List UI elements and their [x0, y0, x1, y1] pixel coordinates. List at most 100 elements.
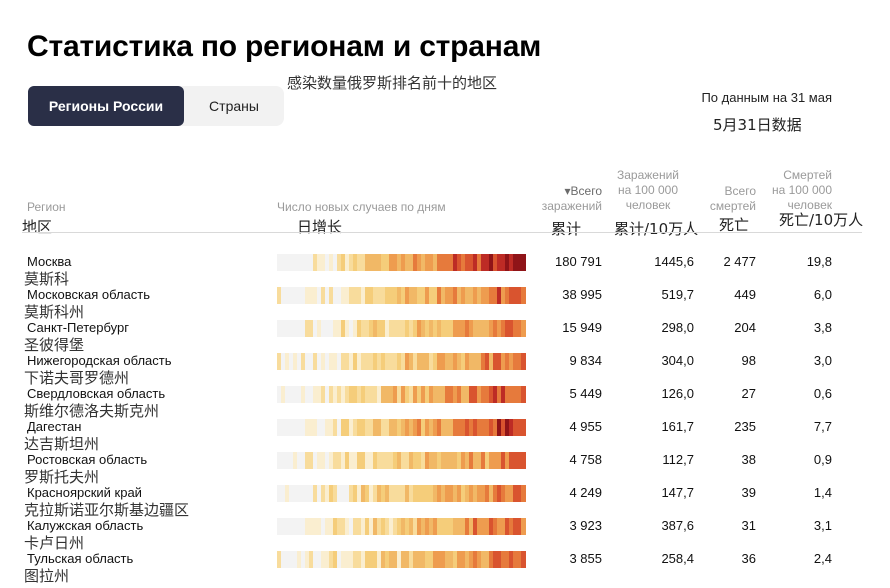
heatmap-cell [429, 551, 434, 568]
table-row[interactable]: Тульская область 图拉州 3 855 258,4 36 2,4 [0, 547, 890, 585]
heatmap-cell [453, 452, 458, 469]
table-row[interactable]: Свердловская область 斯维尔德洛夫斯克州 5 449 126,0 2… [0, 382, 890, 420]
column-header-deaths[interactable]: Всего смертей [710, 184, 756, 214]
heatmap-cell [457, 419, 462, 436]
heatmap-cell [489, 353, 494, 370]
heatmap-cell [417, 551, 422, 568]
total-deaths: 38 [741, 452, 756, 467]
column-header-deaths-per100k-line1: Смертей [783, 168, 832, 182]
column-header-deaths-per100k[interactable]: Смертей на 100 000 человек [772, 168, 832, 213]
heatmap-cell [281, 551, 286, 568]
heatmap-cell [465, 419, 470, 436]
heatmap-cell [325, 518, 330, 535]
heatmap-cell [461, 518, 466, 535]
region-name[interactable]: Красноярский край [27, 485, 142, 500]
region-name[interactable]: Московская область [27, 287, 151, 302]
table-row[interactable]: Калужская область 卡卢日州 3 923 387,6 31 3,1 [0, 514, 890, 552]
heatmap-cell [309, 551, 314, 568]
heatmap-cell [501, 320, 506, 337]
heatmap-cell [481, 254, 486, 271]
heatmap-cell [461, 287, 466, 304]
heatmap-cell [345, 452, 350, 469]
heatmap-cell [333, 485, 338, 502]
heatmap-cell [501, 287, 506, 304]
heatmap-cell [397, 452, 402, 469]
heatmap-cell [453, 518, 458, 535]
heatmap-cell [301, 254, 306, 271]
heatmap-cell [297, 419, 302, 436]
heatmap-cell [405, 551, 410, 568]
heatmap-cell [301, 419, 306, 436]
tab-countries[interactable]: Страны [209, 98, 259, 114]
heatmap-cell [349, 452, 354, 469]
heatmap-cell [301, 320, 306, 337]
heatmap-cell [493, 287, 498, 304]
table-row[interactable]: Дагестан 达吉斯坦州 4 955 161,7 235 7,7 [0, 415, 890, 453]
heatmap-cell [369, 485, 374, 502]
heatmap-cell [353, 518, 358, 535]
table-row[interactable]: Москва 莫斯科 180 791 1445,6 2 477 19,8 [0, 250, 890, 288]
region-name[interactable]: Нижегородская область [27, 353, 172, 368]
heatmap-cell [453, 320, 458, 337]
heatmap-cell [441, 254, 446, 271]
heatmap-cell [437, 320, 442, 337]
region-name[interactable]: Тульская область [27, 551, 134, 566]
heatmap-cell [481, 551, 486, 568]
heatmap-cell [329, 452, 334, 469]
heatmap-cell [393, 320, 398, 337]
total-cases: 9 834 [569, 353, 602, 368]
heatmap-cell [301, 452, 306, 469]
heatmap-cell [393, 452, 398, 469]
heatmap-cell [481, 287, 486, 304]
heatmap-cell [317, 518, 322, 535]
heatmap-cell [457, 518, 462, 535]
heatmap-cell [365, 254, 370, 271]
heatmap-cell [293, 254, 298, 271]
region-name[interactable]: Санкт-Петербург [27, 320, 129, 335]
heatmap-cell [469, 254, 474, 271]
heatmap-cell [369, 518, 374, 535]
heatmap-cell [441, 386, 446, 403]
heatmap-cell [429, 254, 434, 271]
column-header-region[interactable]: Регион [27, 200, 66, 214]
region-name[interactable]: Дагестан [27, 419, 82, 434]
heatmap-cell [521, 452, 526, 469]
heatmap-cell [365, 320, 370, 337]
heatmap-cell [421, 485, 426, 502]
heatmap-cell [509, 419, 514, 436]
table-row[interactable]: Красноярский край 克拉斯诺亚尔斯基边疆区 4 249 147,7 39… [0, 481, 890, 519]
region-name[interactable]: Москва [27, 254, 72, 269]
daily-cases-heatmap [277, 518, 526, 535]
heatmap-cell [401, 419, 406, 436]
heatmap-cell [521, 287, 526, 304]
heatmap-cell [409, 518, 414, 535]
heatmap-cell [521, 485, 526, 502]
region-name[interactable]: Ростовская область [27, 452, 148, 467]
heatmap-cell [297, 551, 302, 568]
heatmap-cell [513, 320, 518, 337]
heatmap-cell [317, 386, 322, 403]
heatmap-cell [413, 254, 418, 271]
heatmap-cell [345, 551, 350, 568]
heatmap-cell [357, 320, 362, 337]
column-header-per100k[interactable]: Заражений на 100 000 человек [617, 168, 679, 213]
heatmap-cell [393, 353, 398, 370]
heatmap-cell [413, 386, 418, 403]
column-header-total[interactable]: ▾Всего заражений [542, 184, 602, 214]
table-row[interactable]: Московская область 莫斯科州 38 995 519,7 449 6,0 [0, 283, 890, 321]
heatmap-cell [473, 518, 478, 535]
table-row[interactable]: Нижегородская область 下诺夫哥罗德州 9 834 304,0 98… [0, 349, 890, 387]
heatmap-cell [501, 485, 506, 502]
region-name[interactable]: Свердловская область [27, 386, 166, 401]
heatmap-cell [417, 353, 422, 370]
heatmap-cell [425, 551, 430, 568]
table-row[interactable]: Санкт-Петербург 圣彼得堡 15 949 298,0 204 3,8 [0, 316, 890, 354]
region-name[interactable]: Калужская область [27, 518, 144, 533]
table-row[interactable]: Ростовская область 罗斯托夫州 4 758 112,7 38 0,9 [0, 448, 890, 486]
heatmap-cell [397, 287, 402, 304]
tab-russian-regions[interactable]: Регионы России [28, 86, 184, 126]
heatmap-cell [301, 287, 306, 304]
heatmap-cell [469, 419, 474, 436]
heatmap-cell [477, 320, 482, 337]
heatmap-cell [449, 452, 454, 469]
